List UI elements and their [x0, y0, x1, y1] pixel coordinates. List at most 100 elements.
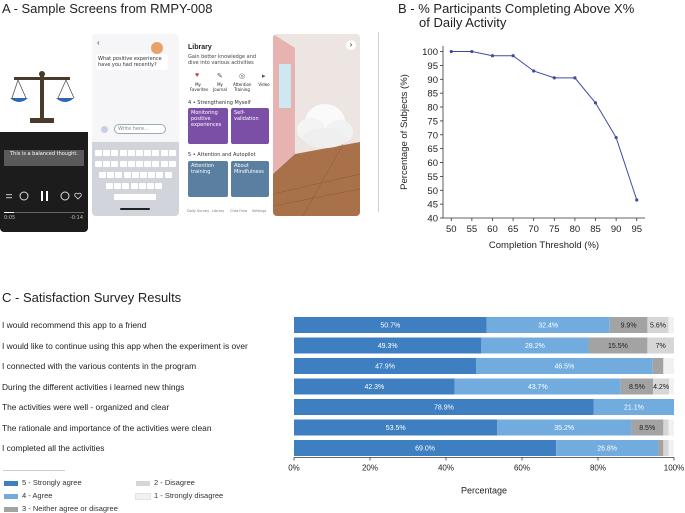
keyboard-key[interactable] — [136, 150, 143, 156]
legend-label: 4 - Agree — [22, 491, 53, 500]
message-input[interactable]: Write here... — [114, 124, 166, 134]
quick-item-favorites[interactable]: My Favorites — [190, 82, 209, 92]
keyboard-key[interactable] — [130, 183, 138, 189]
segment-label: 15.5% — [608, 343, 628, 350]
data-point — [470, 49, 474, 54]
back-chevron-icon[interactable]: ‹ — [97, 38, 100, 47]
y-tick-label: 75 — [427, 116, 438, 127]
time-remaining: -0:14 — [70, 215, 84, 221]
x-tick-label: 60 — [487, 224, 498, 235]
keyboard-key[interactable] — [119, 150, 127, 156]
series-line — [451, 51, 638, 201]
bar-segment — [486, 317, 610, 333]
segment-label: 50.7% — [380, 323, 400, 330]
x-tick-label: 95 — [631, 224, 642, 235]
keyboard-key[interactable] — [152, 150, 160, 156]
y-tick-label: 55 — [427, 172, 438, 183]
library-title: Library — [188, 44, 212, 51]
nav-settings[interactable]: Settings — [252, 209, 267, 213]
keyboard-key[interactable] — [107, 172, 115, 178]
nav-chat-flow[interactable]: Chat Flow — [230, 209, 248, 213]
keyboard-key[interactable] — [155, 183, 163, 189]
card-mindfulness[interactable]: About Mindfulness — [231, 161, 269, 197]
keyboard-key[interactable] — [160, 150, 168, 156]
keyboard-key[interactable] — [140, 172, 147, 178]
video-icon[interactable]: ▸ — [262, 73, 266, 80]
keyboard-key[interactable] — [106, 183, 113, 189]
keyboard-key[interactable] — [144, 150, 152, 156]
segment-label: 69.0% — [415, 446, 435, 453]
bar-segment — [631, 419, 664, 436]
attention-icon[interactable]: ◎ — [239, 73, 246, 80]
data-point — [593, 101, 598, 105]
y-tick-label: 60 — [427, 158, 438, 169]
x-axis-label: Completion Threshold (%) — [489, 240, 599, 250]
y-axis-label: Percentage of Subjects (%) — [399, 74, 410, 190]
bar-segment — [294, 440, 557, 456]
keyboard-key[interactable] — [168, 161, 176, 167]
keyboard-key[interactable] — [99, 172, 106, 178]
legend-divider — [3, 470, 65, 471]
keyboard-key[interactable] — [127, 161, 135, 167]
keyboard-key[interactable] — [168, 150, 176, 156]
bar-segment — [476, 358, 653, 374]
keyboard-key[interactable] — [103, 161, 111, 167]
keyboard-key[interactable] — [152, 161, 160, 167]
keyboard-key[interactable] — [127, 150, 135, 156]
quick-item-attention[interactable]: Attention Training — [233, 82, 252, 92]
nav-daily-survey[interactable]: Daily Survey — [187, 209, 210, 213]
bot-question: What positive experience have you had re… — [96, 54, 168, 70]
keyboard-key[interactable] — [111, 150, 119, 156]
line-chart-completion: 40 45 50 55 60 65 70 75 80 85 90 95 100 50 55 60 65 70 75 8… — [399, 46, 645, 250]
keyboard-key[interactable] — [156, 172, 164, 178]
next-chevron-icon[interactable]: › — [346, 40, 356, 50]
bar-segment — [588, 337, 648, 354]
x-tick-label: 100% — [664, 464, 684, 473]
nav-library[interactable]: Library — [212, 209, 225, 213]
panel-b-title-line1: B - % Participants Completing Above X% — [398, 1, 635, 16]
attach-icon[interactable] — [101, 126, 108, 133]
keyboard-key[interactable] — [138, 183, 146, 189]
x-tick-label: 60% — [514, 464, 530, 473]
keyboard-key[interactable] — [103, 150, 111, 156]
segment-label: 21.1% — [624, 405, 644, 412]
bar-segment — [454, 378, 621, 395]
quick-item-video[interactable]: Video — [258, 82, 270, 87]
bar-segment — [294, 358, 477, 374]
keyboard-key[interactable] — [147, 183, 154, 189]
keyboard-key[interactable] — [111, 161, 119, 167]
keyboard-key[interactable] — [148, 172, 156, 178]
keyboard-key[interactable] — [95, 161, 102, 167]
keyboard-key[interactable] — [119, 161, 127, 167]
keyboard-key[interactable] — [115, 172, 123, 178]
legend-swatch — [4, 507, 18, 512]
keyboard-key[interactable] — [122, 183, 130, 189]
keyboard-key[interactable] — [144, 161, 152, 167]
heart-icon[interactable]: ♥ — [195, 72, 200, 79]
card-monitoring[interactable]: Monitoring positive experiences — [188, 108, 228, 144]
card-attention-training[interactable]: Attention training — [188, 161, 228, 197]
bar-segment — [653, 378, 670, 395]
survey-statement: I would like to continue using this app … — [2, 340, 248, 351]
y-tick-label: 45 — [427, 200, 438, 211]
keyboard-key[interactable] — [164, 172, 172, 178]
y-tick-label: 95 — [427, 61, 438, 72]
keyboard-key[interactable] — [123, 172, 131, 178]
keyboard-key[interactable] — [160, 161, 168, 167]
caption-text: This is a balanced thought. — [4, 150, 84, 166]
survey-statement: I would recommend this app to a friend — [2, 320, 147, 330]
journal-icon[interactable]: ✎ — [217, 73, 223, 80]
segment-label: 9.9% — [621, 323, 637, 330]
room-scene — [273, 34, 360, 216]
keyboard-key[interactable] — [136, 161, 143, 167]
keyboard-key[interactable] — [131, 172, 139, 178]
space-bar[interactable] — [114, 194, 156, 200]
card-self-validation[interactable]: Self-validation — [231, 108, 269, 144]
quick-item-journal[interactable]: My Journal — [213, 82, 227, 92]
survey-statement: I completed all the activities — [2, 443, 105, 453]
panel-a-title: A - Sample Screens from RMPY-008 — [2, 1, 213, 16]
data-point — [490, 54, 495, 58]
segment-label: 35.2% — [554, 425, 574, 432]
keyboard-key[interactable] — [95, 150, 102, 156]
keyboard-key[interactable] — [114, 183, 122, 189]
